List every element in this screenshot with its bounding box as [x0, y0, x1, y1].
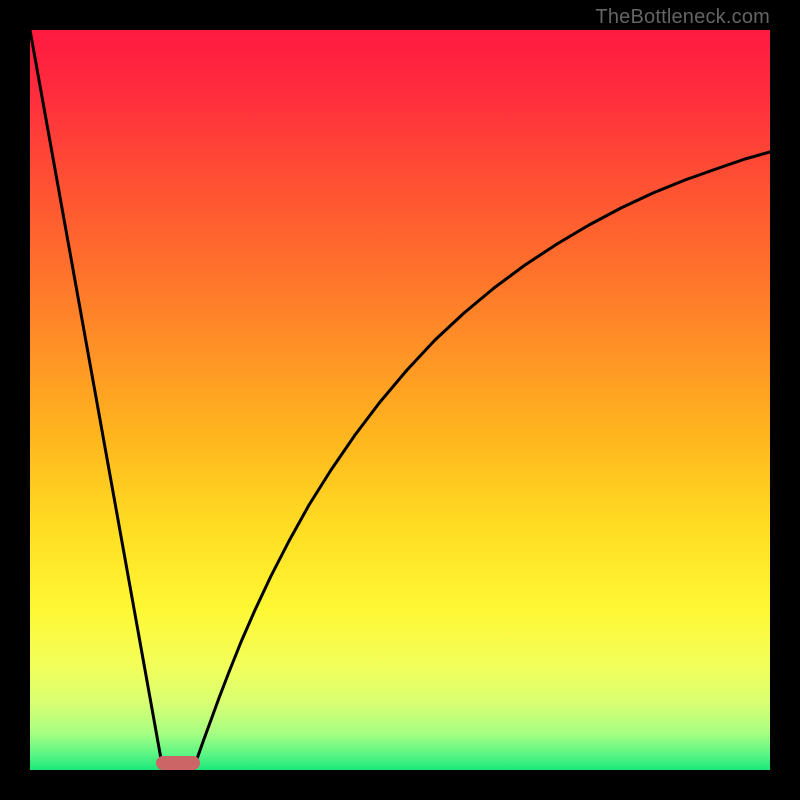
- sweet-spot-marker: [156, 756, 200, 770]
- chart-frame: TheBottleneck.com: [0, 0, 800, 800]
- watermark-text: TheBottleneck.com: [595, 6, 770, 29]
- bottleneck-curve: [30, 30, 770, 770]
- plot-area: [30, 30, 770, 770]
- gradient-backdrop: [30, 30, 770, 770]
